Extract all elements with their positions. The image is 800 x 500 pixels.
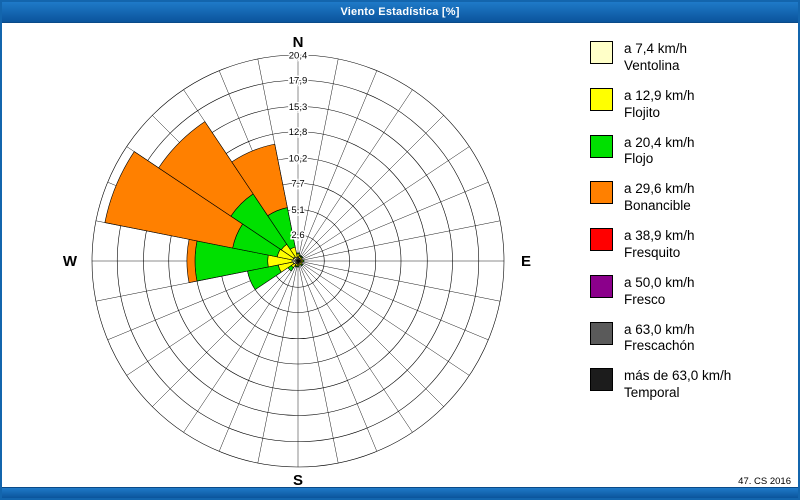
legend-label: a 7,4 km/h Ventolina [624, 41, 688, 73]
window-titlebar[interactable]: Viento Estadística [%] [2, 2, 798, 23]
ring-labels: 2,6 5,1 7,7 10,2 12,8 15,3 17,9 20,4 [287, 49, 309, 243]
legend-label: a 50,0 km/h Fresco [624, 274, 695, 307]
svg-text:N: N [293, 34, 304, 51]
legend-label: a 38,9 km/h Fresquito [624, 228, 695, 260]
wind-rose-petals [104, 121, 305, 291]
legend-swatch [590, 181, 613, 205]
svg-text:E: E [521, 253, 531, 270]
legend-label: a 63,0 km/h Frescachón [624, 321, 695, 354]
legend-item: a 38,9 km/h Fresquito [590, 228, 790, 262]
wind-rose-chart: 2,6 5,1 7,7 10,2 12,8 15,3 17,9 20,4N E S W [63, 34, 531, 487]
svg-text:17,9: 17,9 [289, 76, 308, 87]
legend-swatch [590, 134, 613, 158]
window-bottombar [2, 487, 798, 498]
legend-swatch [590, 368, 613, 392]
svg-text:W: W [63, 253, 78, 270]
svg-text:15,3: 15,3 [289, 102, 308, 113]
legend-swatch [590, 228, 613, 251]
legend-item: a 50,0 km/h Fresco [590, 274, 790, 309]
legend-label: a 29,6 km/h Bonancible [624, 181, 695, 214]
legend-label: más de 63,0 km/h Temporal [624, 368, 732, 401]
chart-legend: a 7,4 km/h Ventolina a 12,9 km/h Flojito a 2… [590, 41, 790, 415]
legend-swatch [590, 87, 613, 111]
window-title: Viento Estadística [%] [340, 6, 460, 18]
legend-label: a 12,9 km/h Flojito [624, 87, 695, 120]
legend-swatch [590, 321, 613, 345]
svg-text:10,2: 10,2 [289, 154, 308, 165]
legend-item: a 20,4 km/h Flojo [590, 134, 790, 169]
svg-text:2,6: 2,6 [291, 230, 304, 241]
svg-text:S: S [293, 472, 303, 487]
legend-swatch [590, 274, 613, 298]
legend-item: más de 63,0 km/h Temporal [590, 368, 790, 402]
footer-note: 47. CS 2016 [738, 476, 791, 487]
svg-text:7,7: 7,7 [291, 179, 304, 190]
chart-panel: 2,6 5,1 7,7 10,2 12,8 15,3 17,9 20,4 N E S W a 7,4 … [2, 23, 798, 488]
legend-item: a 29,6 km/h Bonancible [590, 181, 790, 215]
legend-label: a 20,4 km/h Flojo [624, 134, 695, 167]
svg-text:5,1: 5,1 [291, 205, 304, 216]
svg-text:12,8: 12,8 [289, 127, 308, 138]
legend-swatch [590, 41, 613, 64]
legend-item: a 63,0 km/h Frescachón [590, 321, 790, 356]
compass-labels: N E S W [63, 34, 531, 487]
legend-item: a 12,9 km/h Flojito [590, 87, 790, 122]
svg-text:20,4: 20,4 [289, 51, 308, 62]
legend-item: a 7,4 km/h Ventolina [590, 41, 790, 75]
